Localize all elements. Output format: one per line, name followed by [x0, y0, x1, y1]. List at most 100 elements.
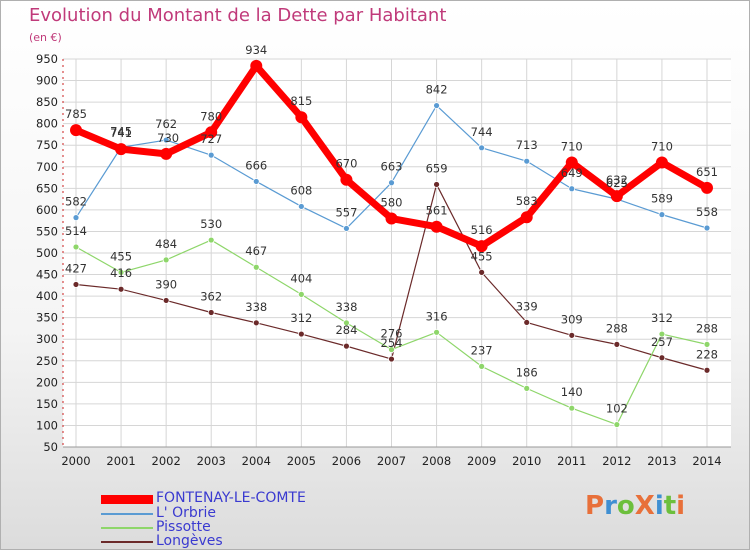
- data-point: [568, 185, 576, 193]
- y-tick-label: 250: [36, 354, 58, 368]
- data-point: [703, 366, 711, 374]
- data-point: [162, 297, 170, 304]
- data-label: 516: [471, 223, 493, 237]
- data-label: 582: [65, 195, 87, 209]
- y-tick-label: 600: [36, 203, 58, 217]
- data-label: 316: [426, 309, 448, 323]
- data-label: 557: [335, 205, 357, 219]
- data-label: 484: [155, 237, 177, 251]
- data-label: 713: [516, 138, 538, 152]
- data-point: [297, 290, 305, 298]
- x-tick-label: 2003: [197, 454, 226, 468]
- x-tick-label: 2010: [512, 454, 541, 468]
- logo-letter: i: [676, 491, 686, 521]
- data-label: 744: [471, 125, 493, 139]
- data-label: 309: [561, 312, 583, 326]
- data-label: 102: [606, 402, 628, 416]
- x-tick-label: 2000: [61, 454, 90, 468]
- data-point: [70, 124, 82, 137]
- data-label: 186: [516, 365, 538, 379]
- data-label: 284: [335, 323, 357, 337]
- legend-label: Pissotte: [156, 519, 211, 535]
- legend-label: Longèves: [156, 533, 223, 549]
- data-label: 666: [245, 158, 267, 172]
- data-label: 730: [157, 131, 179, 145]
- legend-swatch: [101, 527, 153, 529]
- legend-item: Longèves: [101, 533, 401, 551]
- data-label: 362: [200, 289, 222, 303]
- y-tick-label: 850: [36, 95, 58, 109]
- logo-letter: X: [634, 491, 655, 521]
- data-label: 254: [381, 336, 403, 350]
- legend-item: FONTENAY-LE-COMTE: [101, 490, 401, 508]
- data-label: 228: [696, 347, 718, 361]
- y-tick-label: 900: [36, 74, 58, 88]
- data-label: 390: [155, 277, 177, 291]
- data-label: 558: [696, 205, 718, 219]
- data-point: [520, 211, 533, 224]
- data-label: 583: [516, 194, 538, 208]
- data-label: 427: [65, 261, 87, 275]
- logo-letter: t: [663, 491, 677, 521]
- y-tick-label: 500: [36, 246, 58, 260]
- data-point: [117, 268, 125, 276]
- data-point: [385, 212, 398, 225]
- data-point: [565, 156, 578, 169]
- data-label: 842: [426, 83, 448, 97]
- data-point: [205, 126, 218, 139]
- data-point: [433, 102, 440, 109]
- data-label: 404: [290, 271, 312, 285]
- data-point: [117, 285, 125, 293]
- data-label: 780: [200, 109, 222, 123]
- y-tick-label: 650: [36, 181, 58, 195]
- data-label: 815: [290, 94, 312, 108]
- proxiti-logo: ProXiti: [585, 491, 685, 521]
- data-point: [433, 328, 440, 336]
- x-tick-label: 2007: [377, 454, 406, 468]
- data-label: 741: [110, 126, 132, 140]
- data-label: 608: [290, 183, 312, 197]
- data-point: [207, 309, 215, 316]
- data-point: [343, 342, 350, 350]
- data-point: [252, 319, 260, 327]
- data-label: 663: [381, 160, 403, 174]
- y-tick-label: 950: [36, 52, 58, 66]
- x-tick-label: 2013: [647, 454, 676, 468]
- data-point: [523, 319, 531, 326]
- data-label: 288: [606, 321, 628, 335]
- data-point: [297, 330, 305, 338]
- data-point: [613, 340, 621, 348]
- y-tick-label: 450: [36, 268, 58, 282]
- data-point: [340, 173, 353, 186]
- data-label: 651: [696, 165, 718, 179]
- data-label: 649: [561, 166, 583, 180]
- data-label: 589: [651, 192, 673, 206]
- y-tick-label: 550: [36, 224, 58, 238]
- legend-swatch: [101, 513, 153, 515]
- data-point: [297, 203, 305, 210]
- data-label: 339: [516, 299, 538, 313]
- data-point: [207, 236, 215, 244]
- data-label: 514: [65, 224, 87, 238]
- x-tick-label: 2004: [242, 454, 271, 468]
- data-label: 561: [426, 204, 448, 218]
- data-label: 625: [606, 176, 628, 190]
- legend-label: FONTENAY-LE-COMTE: [156, 490, 306, 506]
- data-point: [72, 281, 80, 288]
- legend-item: Pissotte: [101, 519, 401, 537]
- data-point: [388, 346, 395, 353]
- data-point: [343, 225, 350, 232]
- data-point: [478, 144, 486, 152]
- data-point: [115, 143, 128, 156]
- data-label: 276: [381, 327, 403, 341]
- data-label: 140: [561, 385, 583, 399]
- data-label: 338: [335, 300, 357, 314]
- data-point: [343, 319, 350, 327]
- data-point: [703, 340, 711, 348]
- data-label: 312: [651, 311, 673, 325]
- data-label: 416: [110, 266, 132, 280]
- logo-letter: o: [616, 491, 635, 521]
- y-tick-label: 800: [36, 117, 58, 131]
